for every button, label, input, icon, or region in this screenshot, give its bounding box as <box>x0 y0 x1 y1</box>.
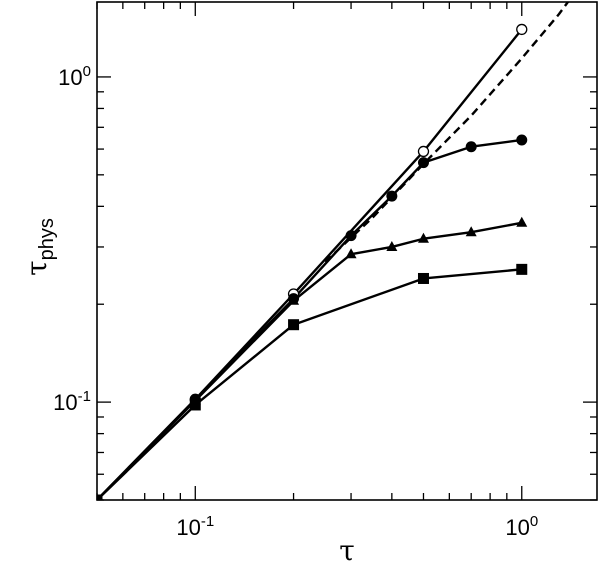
data-point-s3-3 <box>288 294 300 305</box>
data-point-s3-4 <box>345 248 357 259</box>
data-point-s2-8 <box>516 134 528 146</box>
data-point-s2-7 <box>465 141 477 153</box>
data-point-s4-4 <box>417 272 429 284</box>
tick-labels: 10-1 100 10-1 100 <box>53 63 538 540</box>
data-point-s2-4 <box>345 230 357 242</box>
x-tick-label: 100 <box>505 513 538 540</box>
y-tick-label: 100 <box>58 63 91 90</box>
data-point-s1-4 <box>417 145 430 158</box>
data-point-s1-5 <box>516 23 528 36</box>
data-point-s3-5 <box>386 240 398 251</box>
x-axis-label: τ <box>339 534 355 567</box>
series-markers <box>97 23 528 500</box>
data-point-s3-7 <box>465 226 477 237</box>
data-point-s4-1 <box>97 494 103 500</box>
y-axis-label: τphys <box>20 218 58 276</box>
y-tick-label: 10-1 <box>53 388 91 415</box>
data-point-s3-6 <box>417 232 429 243</box>
data-point-s4-3 <box>288 319 300 331</box>
data-point-s4-2 <box>189 399 201 411</box>
data-point-s3-8 <box>516 216 528 227</box>
series-line-3 <box>97 221 522 500</box>
data-point-s2-5 <box>386 190 398 202</box>
data-point-s2-6 <box>417 157 429 169</box>
plot-frame <box>96 1 598 501</box>
series-line-5 <box>324 2 570 263</box>
x-tick-label: 10-1 <box>176 513 214 540</box>
series-lines <box>97 2 570 500</box>
series-line-1 <box>97 28 523 500</box>
axis-ticks <box>96 2 597 501</box>
data-point-s4-5 <box>516 263 528 275</box>
series-line-4 <box>97 268 522 500</box>
